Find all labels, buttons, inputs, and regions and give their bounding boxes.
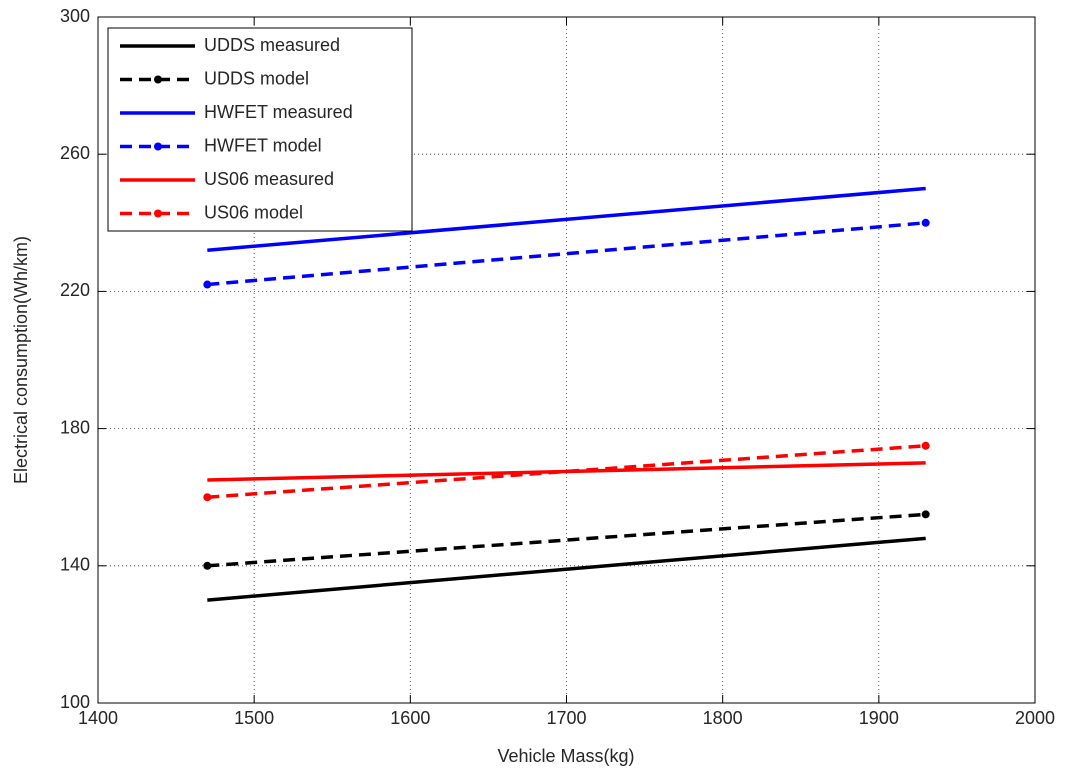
x-tick-label: 1800 (703, 708, 743, 728)
y-tick-label: 140 (60, 555, 90, 575)
series-line (207, 221, 926, 287)
series-line (207, 536, 926, 602)
legend: UDDS measured UDDS model HWFET measured HWF… (107, 27, 413, 232)
series-line (207, 186, 926, 252)
series-line (207, 512, 926, 568)
legend-label: UDDS model (204, 68, 309, 88)
point-marker (203, 493, 212, 502)
y-tick-label: 100 (60, 692, 90, 712)
y-tick-label: 180 (60, 417, 90, 437)
x-tick-label: 1500 (234, 708, 274, 728)
legend-marker (154, 75, 162, 84)
y-axis-label: Electrical consumption(Wh/km) (11, 236, 31, 484)
legend-label: US06 model (204, 202, 303, 222)
x-tick-label: 1900 (859, 708, 899, 728)
x-tick-label: 1400 (78, 708, 118, 728)
series-line (207, 444, 926, 499)
legend-label: US06 measured (204, 169, 334, 189)
point-marker (921, 510, 930, 519)
legend-label: UDDS measured (204, 35, 340, 55)
point-marker (921, 441, 930, 450)
y-tick-label: 300 (60, 6, 90, 26)
axes-box (97, 16, 1036, 704)
legend-label: HWFET model (204, 135, 322, 155)
legend-marker (154, 209, 162, 218)
point-marker (921, 218, 930, 227)
x-tick-label: 1600 (390, 708, 430, 728)
legend-box (107, 27, 413, 232)
y-tick-label: 220 (60, 280, 90, 300)
point-marker (203, 561, 212, 570)
x-tick-label: 1700 (546, 708, 586, 728)
legend-marker (154, 142, 162, 151)
legend-label: HWFET measured (204, 102, 353, 122)
point-marker (203, 280, 212, 289)
y-tick-label: 260 (60, 143, 90, 163)
x-axis-label: Vehicle Mass(kg) (497, 746, 634, 766)
x-tick-label: 2000 (1015, 708, 1055, 728)
series-line (207, 461, 926, 482)
